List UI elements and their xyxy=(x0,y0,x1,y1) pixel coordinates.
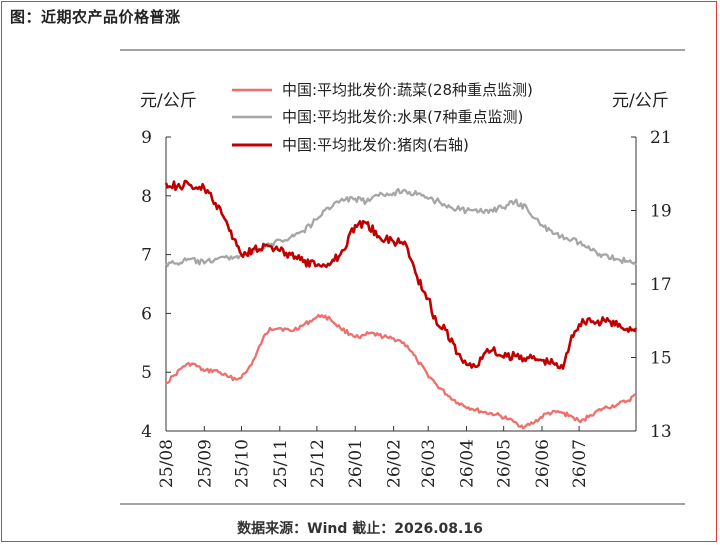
right-axis-unit: 元/公斤 xyxy=(612,91,669,111)
x-tick-label: 26/05 xyxy=(495,439,515,488)
x-tick-label: 25/10 xyxy=(232,439,252,488)
x-tick-label: 26/04 xyxy=(458,439,478,488)
series-line xyxy=(165,313,637,430)
x-tick-label: 25/08 xyxy=(157,439,177,488)
right-tick-label: 15 xyxy=(650,349,672,369)
x-tick-label: 25/12 xyxy=(308,439,328,488)
right-tick-label: 19 xyxy=(650,202,672,222)
left-tick-label: 9 xyxy=(141,128,152,148)
x-tick-label: 26/07 xyxy=(570,439,590,488)
legend-label: 中国:平均批发价:水果(7种重点监测) xyxy=(282,108,523,126)
left-tick-label: 5 xyxy=(141,363,152,383)
legend: 中国:平均批发价:蔬菜(28种重点监测) 中国:平均批发价:水果(7种重点监测) 中… xyxy=(232,81,533,154)
series-line xyxy=(165,187,637,268)
left-tick-label: 6 xyxy=(141,304,152,324)
left-axis-unit: 元/公斤 xyxy=(140,91,197,111)
legend-label: 中国:平均批发价:蔬菜(28种重点监测) xyxy=(282,81,533,99)
data-source-note: 数据来源：Wind 截止：2026.08.16 xyxy=(237,521,483,537)
x-tick-label: 26/06 xyxy=(533,439,553,488)
x-tick-label: 26/03 xyxy=(419,439,439,488)
left-tick-label: 4 xyxy=(141,422,152,442)
left-tick-label: 7 xyxy=(141,246,152,266)
right-tick-label: 21 xyxy=(650,128,672,148)
x-tick-label: 25/09 xyxy=(195,439,215,488)
x-tick-label: 26/01 xyxy=(346,439,366,488)
right-tick-label: 17 xyxy=(650,275,672,295)
series-line xyxy=(164,179,638,370)
legend-label: 中国:平均批发价:猪肉(右轴) xyxy=(282,136,469,154)
x-tick-label: 25/11 xyxy=(271,439,291,488)
left-tick-label: 8 xyxy=(141,187,152,207)
plot-area: 4 5 6 7 8 9 13 15 17 19 21 25/08 25/09 25/10 25/11 25/1… xyxy=(141,128,671,488)
page-title: 图：近期农产品价格普涨 xyxy=(10,8,181,26)
x-tick-label: 26/02 xyxy=(385,439,405,488)
right-tick-label: 13 xyxy=(650,422,672,442)
